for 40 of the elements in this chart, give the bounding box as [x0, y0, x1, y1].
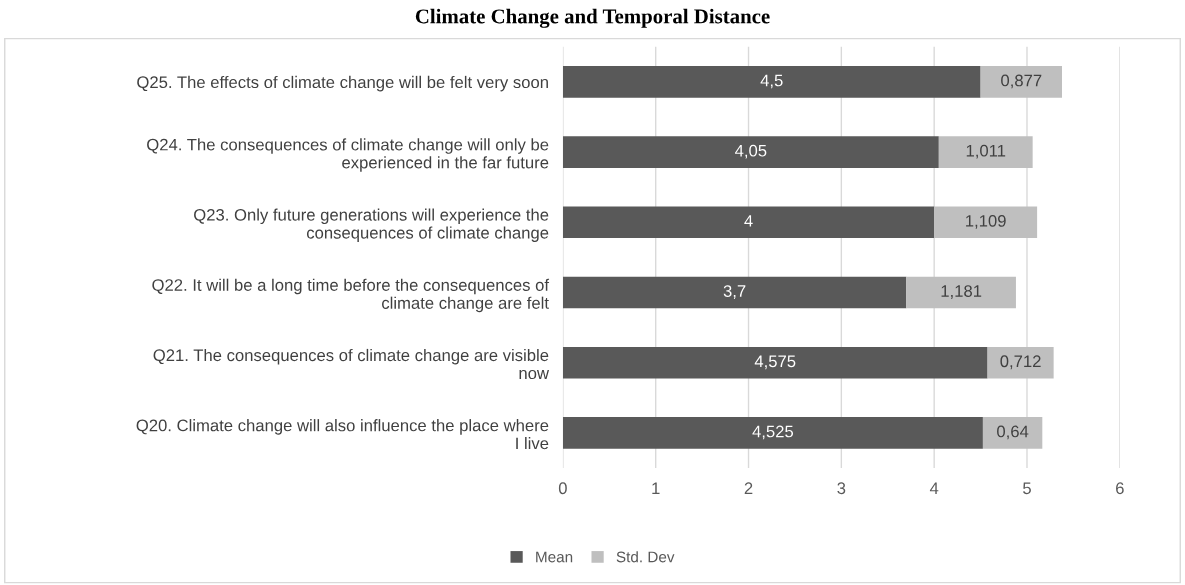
data-label: 1,109: [966, 214, 1006, 229]
x-tick-label: 1: [652, 482, 660, 494]
data-label: 1,181: [941, 285, 982, 299]
bar: [562, 206, 935, 239]
bar: [562, 417, 983, 449]
data-label: 3,7: [723, 285, 746, 299]
y-tick-label: Q24. The consequences of climate change will only be experienced in the far future: [147, 138, 549, 172]
x-tick-label: 4: [929, 482, 939, 494]
bar: [906, 276, 1016, 309]
data-label: 4,575: [754, 355, 796, 370]
data-label: 4: [744, 215, 753, 227]
x-tick-label: 6: [1116, 482, 1124, 495]
data-label: 4,05: [735, 144, 767, 159]
bar: [934, 206, 1038, 239]
y-tick-label: Q21. The consequences of climate change are visible now: [153, 348, 550, 380]
x-tick-label: 5: [1023, 482, 1031, 495]
data-label: 4,5: [760, 74, 783, 89]
bar: [562, 276, 907, 309]
bar: [982, 417, 1043, 449]
y-tick-label: Q20. Climate change will also influence the place where I live: [136, 419, 549, 450]
bar: [562, 136, 939, 168]
legend-label: Mean: [536, 551, 573, 563]
x-tick-label: 3: [837, 482, 846, 495]
data-label: 0,712: [1000, 355, 1041, 370]
data-label: 0,877: [1001, 74, 1042, 89]
x-tick-label: 0: [558, 482, 567, 495]
x-tick-label: 2: [744, 482, 753, 494]
legend-label: Std. Dev: [616, 551, 675, 563]
data-label: 1,011: [966, 144, 1006, 159]
bar: [562, 66, 981, 98]
y-tick-label: Q23. Only future generations will experience the consequences of climate change: [194, 208, 549, 242]
bar: [987, 346, 1054, 379]
y-tick-label: Q22. It will be a long time before the consequences of climate change are felt: [152, 278, 550, 313]
data-label: 4,525: [752, 425, 794, 440]
chart-title: Climate Change and Temporal Distance: [415, 8, 770, 28]
y-tick-label: Q25. The effects of climate change will be felt very soon: [137, 75, 548, 92]
bar: [562, 346, 988, 379]
bar: [938, 136, 1033, 168]
data-label: 0,64: [997, 425, 1029, 440]
bar: [980, 66, 1062, 98]
